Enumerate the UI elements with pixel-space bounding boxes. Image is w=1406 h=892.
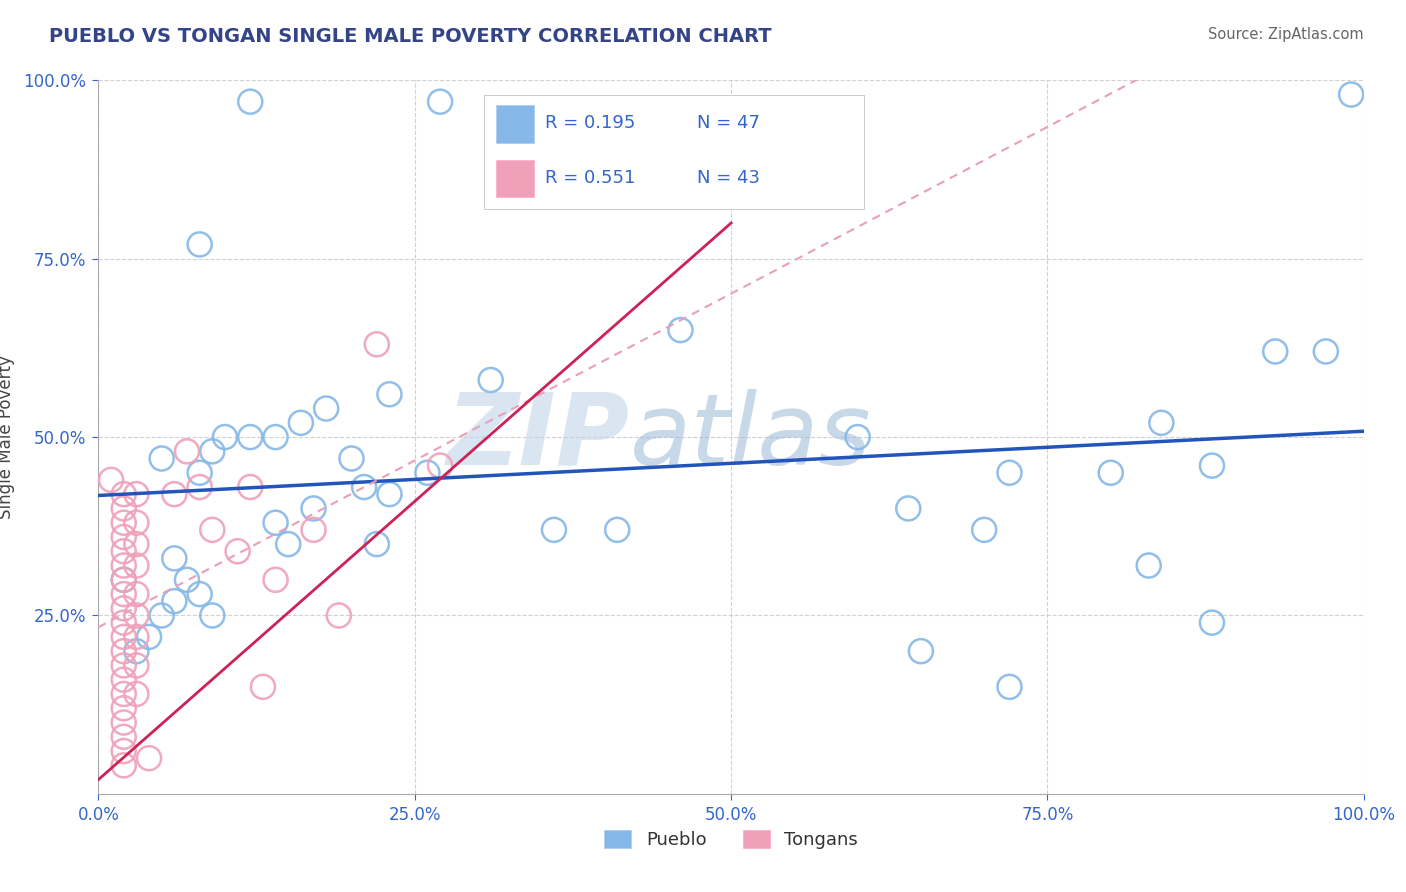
Point <box>112 601 135 615</box>
Point <box>264 430 287 444</box>
Point <box>1201 615 1223 630</box>
Point <box>150 451 173 466</box>
Point <box>125 587 148 601</box>
Point <box>176 444 198 458</box>
Point <box>378 387 401 401</box>
Point <box>973 523 995 537</box>
Point <box>112 615 135 630</box>
Point <box>112 630 135 644</box>
Point <box>188 480 211 494</box>
Point <box>112 573 135 587</box>
Point <box>125 558 148 573</box>
Point <box>112 673 135 687</box>
Point <box>1099 466 1122 480</box>
Point <box>998 466 1021 480</box>
Point <box>897 501 920 516</box>
Point <box>112 658 135 673</box>
Point <box>125 630 148 644</box>
Point <box>112 530 135 544</box>
Point <box>264 516 287 530</box>
Point <box>150 608 173 623</box>
Point <box>125 537 148 551</box>
Point <box>112 758 135 772</box>
Point <box>239 480 262 494</box>
Point <box>112 730 135 744</box>
Point <box>201 523 224 537</box>
Point <box>163 551 186 566</box>
Point <box>1137 558 1160 573</box>
Point <box>176 573 198 587</box>
Point <box>239 95 262 109</box>
Point <box>112 701 135 715</box>
Point <box>606 523 628 537</box>
Point <box>1201 458 1223 473</box>
Point <box>100 473 122 487</box>
Point <box>290 416 312 430</box>
Point <box>112 487 135 501</box>
Point <box>340 451 363 466</box>
Point <box>1340 87 1362 102</box>
Point <box>214 430 236 444</box>
Point <box>125 687 148 701</box>
Point <box>378 487 401 501</box>
Point <box>328 608 350 623</box>
Point <box>112 744 135 758</box>
Point <box>112 573 135 587</box>
Point <box>188 466 211 480</box>
Text: PUEBLO VS TONGAN SINGLE MALE POVERTY CORRELATION CHART: PUEBLO VS TONGAN SINGLE MALE POVERTY COR… <box>49 27 772 45</box>
Point <box>125 516 148 530</box>
Point <box>1264 344 1286 359</box>
Point <box>188 587 211 601</box>
Point <box>138 630 160 644</box>
Point <box>479 373 502 387</box>
Point <box>138 751 160 765</box>
Point <box>201 608 224 623</box>
Point <box>353 480 375 494</box>
Point <box>125 644 148 658</box>
Point <box>1315 344 1337 359</box>
Point <box>277 537 299 551</box>
Point <box>315 401 337 416</box>
Point <box>112 544 135 558</box>
Point <box>112 687 135 701</box>
Point <box>429 95 451 109</box>
Point <box>252 680 274 694</box>
Point <box>998 680 1021 694</box>
Point <box>125 487 148 501</box>
Point <box>910 644 932 658</box>
Point <box>125 608 148 623</box>
Point <box>112 587 135 601</box>
Point <box>366 337 388 351</box>
Point <box>429 458 451 473</box>
Y-axis label: Single Male Poverty: Single Male Poverty <box>0 355 14 519</box>
Point <box>112 558 135 573</box>
Point <box>264 573 287 587</box>
Point <box>188 237 211 252</box>
Point <box>846 430 869 444</box>
Point <box>112 516 135 530</box>
Point <box>201 444 224 458</box>
Point <box>302 501 325 516</box>
Point <box>112 644 135 658</box>
Text: atlas: atlas <box>630 389 872 485</box>
Text: ZIP: ZIP <box>447 389 630 485</box>
Point <box>239 430 262 444</box>
Point <box>226 544 249 558</box>
Point <box>112 715 135 730</box>
Point <box>543 523 565 537</box>
Point <box>416 466 439 480</box>
Point <box>163 487 186 501</box>
Point <box>1150 416 1173 430</box>
Text: Source: ZipAtlas.com: Source: ZipAtlas.com <box>1208 27 1364 42</box>
Point <box>125 658 148 673</box>
Point <box>669 323 692 337</box>
Point <box>302 523 325 537</box>
Point <box>366 537 388 551</box>
Point <box>163 594 186 608</box>
Legend: Pueblo, Tongans: Pueblo, Tongans <box>598 822 865 856</box>
Point <box>112 501 135 516</box>
